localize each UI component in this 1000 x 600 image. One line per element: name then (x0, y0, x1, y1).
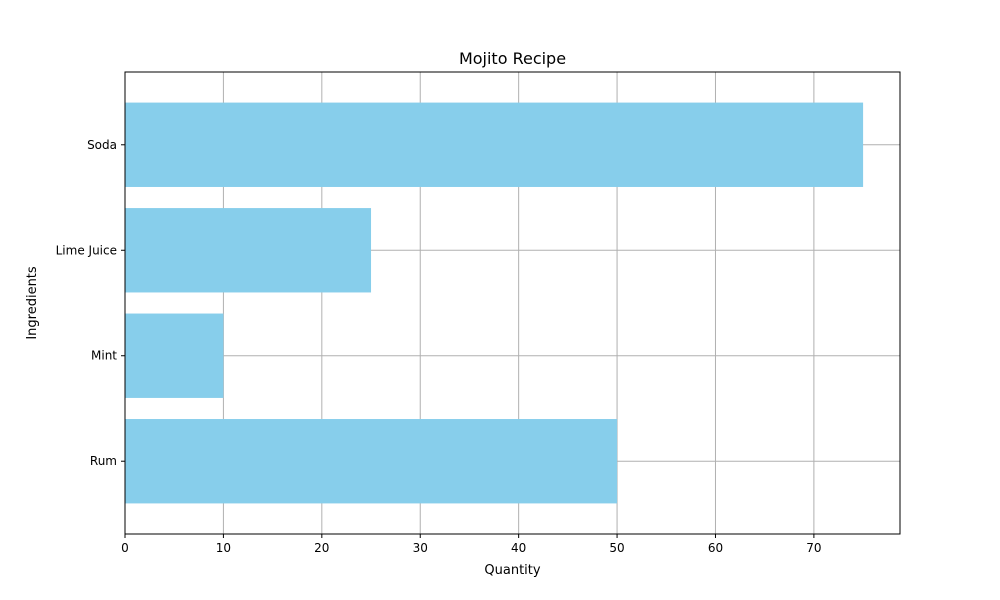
x-tick-label: 0 (121, 541, 129, 555)
x-tick-label: 40 (511, 541, 526, 555)
x-tick-label: 70 (806, 541, 821, 555)
bar-rum (125, 419, 618, 504)
y-tick-label: Mint (91, 349, 117, 363)
x-tick-label: 10 (216, 541, 231, 555)
bar-mint (125, 313, 224, 398)
x-tick-label: 20 (314, 541, 329, 555)
chart-title: Mojito Recipe (459, 49, 566, 68)
bar-soda (125, 102, 864, 187)
bar-lime-juice (125, 208, 372, 293)
plot-frame (124, 71, 901, 535)
bars (125, 102, 864, 504)
y-tick-label: Rum (90, 454, 117, 468)
ticks: 0 10 20 30 40 50 60 70 Rum Mint Lime Juice Soda (56, 138, 822, 555)
y-tick-label: Lime Juice (56, 243, 117, 257)
y-axis-label: Ingredients (25, 266, 40, 340)
x-tick-label: 50 (609, 541, 624, 555)
x-axis-label: Quantity (484, 563, 540, 578)
y-tick-label: Soda (87, 138, 117, 152)
x-tick-label: 30 (413, 541, 428, 555)
x-tick-label: 60 (708, 541, 723, 555)
